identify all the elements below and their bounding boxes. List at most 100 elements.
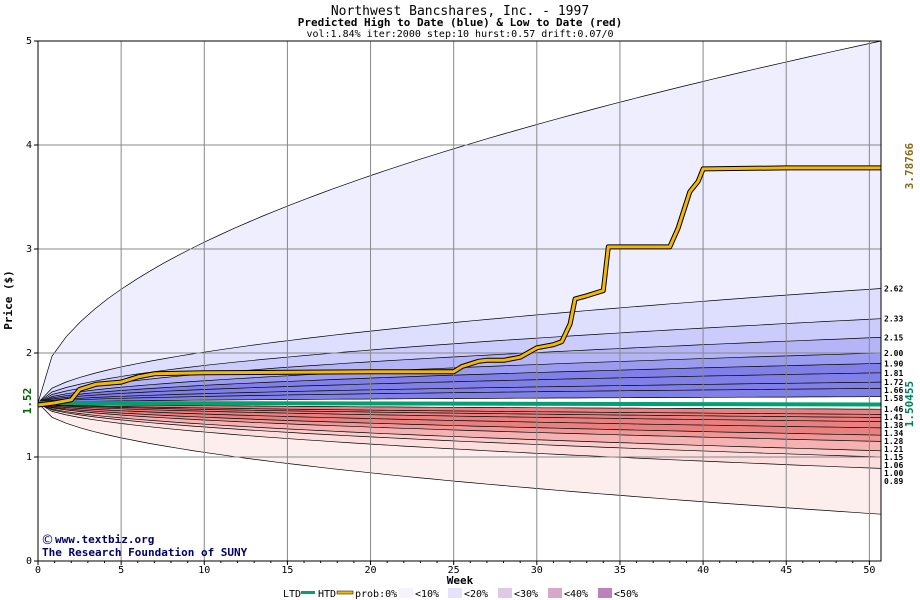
y-tick-label: 4 [26, 140, 32, 151]
band-end-label: 0.89 [884, 477, 903, 486]
high-band-4 [38, 353, 881, 403]
legend-ltd-swatch [301, 591, 315, 594]
x-tick-label: 0 [35, 565, 41, 576]
band-end-label: 2.62 [884, 285, 903, 294]
legend-20-label: <20% [464, 589, 488, 600]
high-band-5 [38, 363, 881, 403]
band-end-label: 1.06 [884, 461, 903, 470]
high-band-6 [38, 372, 881, 403]
band-end-label: 2.00 [884, 349, 903, 358]
y-tick-label: 2 [26, 348, 32, 359]
band-boundary [37, 288, 882, 404]
high-band-8 [38, 388, 881, 403]
band-boundary [37, 402, 882, 515]
watermark-url: www.textbiz.org [55, 533, 154, 546]
band-end-label: 1.58 [884, 394, 903, 403]
legend-prob-label: prob:0% [355, 589, 397, 600]
low-band-4 [38, 402, 881, 442]
band-boundary [37, 402, 882, 410]
x-axis-title: Week [447, 574, 474, 587]
x-tick-label: 45 [780, 565, 792, 576]
high-band-0 [38, 41, 881, 403]
y-axis-title: Price ($) [2, 270, 15, 330]
legend-swatch-10 [399, 588, 413, 598]
legend-30-label: <30% [514, 589, 538, 600]
legend-htd-label: HTD [318, 589, 336, 600]
high-band-3 [38, 337, 881, 403]
y-tick-label: 1 [26, 452, 32, 463]
plot-frame [37, 40, 882, 562]
band-end-label: 1.81 [884, 369, 903, 378]
band-end-label: 1.46 [884, 405, 903, 414]
band-end-label: 1.34 [884, 429, 903, 438]
band-boundary [37, 318, 882, 404]
legend-swatch-40 [548, 588, 562, 598]
y-tick-label: 3 [26, 244, 32, 255]
band-boundary [37, 363, 882, 404]
band-end-label: 1.00 [884, 469, 903, 478]
band-boundary [37, 402, 882, 452]
band-boundary [37, 402, 882, 415]
band-boundary [37, 40, 882, 404]
legend-swatch-50 [598, 588, 612, 598]
legend-10-label: <10% [415, 589, 439, 600]
high-band-1 [38, 288, 881, 403]
band-boundary [37, 372, 882, 404]
grid-lines [38, 41, 881, 561]
band-end-label: 1.15 [884, 453, 903, 462]
band-end-label: 1.21 [884, 445, 903, 454]
low-band-8 [38, 402, 881, 418]
band-end-label: 1.28 [884, 437, 903, 446]
legend-htd-swatch [336, 590, 354, 595]
y-tick-label: 0 [26, 556, 32, 567]
band-boundary [37, 402, 882, 436]
band-end-label: 1.90 [884, 359, 903, 368]
band-boundary [37, 402, 882, 429]
low-band-5 [38, 402, 881, 436]
legend-swatch-20 [448, 588, 462, 598]
band-end-labels: 2.62 2.33 2.15 2.001.901.811.721.661.58 1.46… [884, 285, 903, 487]
chart-title: Northwest Bancshares, Inc. - 1997 [331, 4, 589, 19]
band-end-label: 1.38 [884, 421, 903, 430]
band-boundary [37, 381, 882, 404]
ltd-end-label: 1.50455 [903, 381, 916, 427]
band-end-label: 2.15 [884, 333, 903, 342]
band-boundary [37, 402, 882, 458]
htd-line [37, 166, 881, 407]
band-end-label: 2.33 [884, 315, 903, 324]
chart-subtitle: Predicted High to Date (blue) & Low to D… [298, 16, 623, 29]
x-tick-label: 30 [531, 565, 543, 576]
band-boundary [37, 402, 882, 418]
low-band-6 [38, 402, 881, 428]
band-boundary [37, 402, 882, 469]
low-band-2 [38, 402, 881, 457]
start-price-label: 1.52 [21, 388, 34, 415]
probability-bands [38, 41, 881, 515]
band-boundaries [37, 40, 882, 515]
band-end-label: 1.41 [884, 413, 903, 422]
band-end-label: 1.72 [884, 378, 903, 387]
x-tick-label: 40 [697, 565, 709, 576]
x-tick-label: 50 [863, 565, 875, 576]
x-tick-label: 5 [118, 565, 124, 576]
band-boundary [37, 388, 882, 404]
band-boundary [37, 402, 882, 442]
low-band-0 [38, 402, 881, 515]
ltd-line [37, 400, 882, 407]
band-boundary [37, 337, 882, 404]
chart-params: vol:1.84% iter:2000 step:10 hurst:0.57 d… [306, 29, 613, 40]
band-boundary [37, 402, 882, 422]
band-end-label: 1.66 [884, 386, 903, 395]
low-band-3 [38, 402, 881, 451]
series-lines [37, 165, 882, 408]
low-band-9 [38, 402, 881, 415]
htd-end-label: 3.78766 [903, 142, 916, 189]
copyright-icon: © [41, 533, 54, 548]
band-boundary [37, 396, 881, 404]
y-tick-label: 5 [26, 36, 32, 47]
x-tick-label: 35 [614, 565, 626, 576]
legend-50-label: <50% [614, 589, 638, 600]
legend-swatch-30 [498, 588, 512, 598]
